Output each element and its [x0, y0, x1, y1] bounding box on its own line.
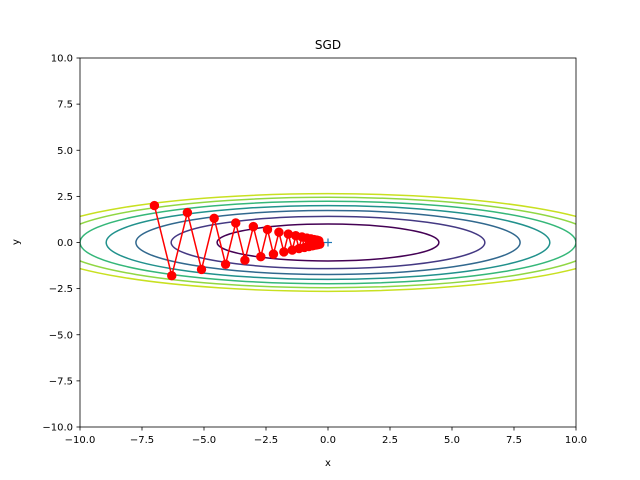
path-point-1 — [167, 271, 177, 281]
path-point-12 — [274, 227, 284, 237]
minimum-marker-layer — [324, 238, 332, 247]
contour-level-3 — [135, 209, 521, 276]
contour-level-7 — [80, 192, 576, 293]
y-tick-label-3: −2.5 — [49, 284, 73, 295]
series-line-0 — [153, 205, 321, 276]
x-tick-label-3: −2.5 — [254, 435, 278, 446]
y-tick-label-4: 0.0 — [57, 238, 73, 249]
path-point-11 — [268, 249, 279, 259]
y-axis-label: y — [11, 239, 22, 245]
y-tick-label-5: 2.5 — [57, 192, 73, 203]
axis-ticks: −10.0 −7.5 −5.0 −2.5 0.0 2.5 5.0 7.5 10.0 −10.0 −7… — [42, 54, 587, 447]
path-point-9 — [256, 252, 266, 262]
x-tick-label-6: 5.0 — [444, 435, 460, 446]
x-tick-label-4: 0.0 — [320, 435, 336, 446]
y-tick-label-0: −10.0 — [42, 423, 73, 434]
contour-level-5 — [80, 200, 576, 285]
x-tick-label-7: 7.5 — [506, 435, 522, 446]
path-point-13 — [279, 247, 289, 257]
path-point-3 — [196, 264, 207, 275]
minimum-marker — [324, 238, 332, 247]
x-tick-label-1: −7.5 — [130, 435, 154, 446]
path-point-10 — [262, 224, 273, 235]
x-tick-label-0: −10.0 — [65, 435, 96, 446]
chart-title: SGD — [315, 38, 341, 52]
contour-level-2 — [170, 215, 486, 270]
path-point-8 — [248, 221, 259, 232]
contour-level-4 — [105, 204, 551, 281]
path-point-29 — [315, 239, 325, 249]
x-axis-label: x — [325, 458, 331, 469]
x-tick-label-8: 10.0 — [565, 435, 587, 446]
y-tick-label-7: 7.5 — [57, 100, 73, 111]
path-point-2 — [182, 207, 193, 218]
y-tick-label-1: −7.5 — [49, 376, 73, 387]
y-tick-label-6: 5.0 — [57, 146, 73, 157]
path-point-5 — [220, 259, 231, 269]
path-point-0 — [149, 200, 160, 211]
x-tick-label-2: −5.0 — [192, 435, 216, 446]
path-point-6 — [231, 218, 241, 228]
path-point-7 — [240, 255, 250, 265]
optimization-path — [149, 200, 325, 281]
x-tick-label-5: 2.5 — [382, 435, 398, 446]
contour-lines — [80, 192, 576, 293]
contour-level-1 — [216, 223, 440, 262]
contour-level-6 — [80, 196, 576, 289]
path-point-4 — [209, 213, 219, 224]
y-tick-label-8: 10.0 — [51, 54, 73, 65]
y-tick-label-2: −5.0 — [49, 330, 73, 341]
